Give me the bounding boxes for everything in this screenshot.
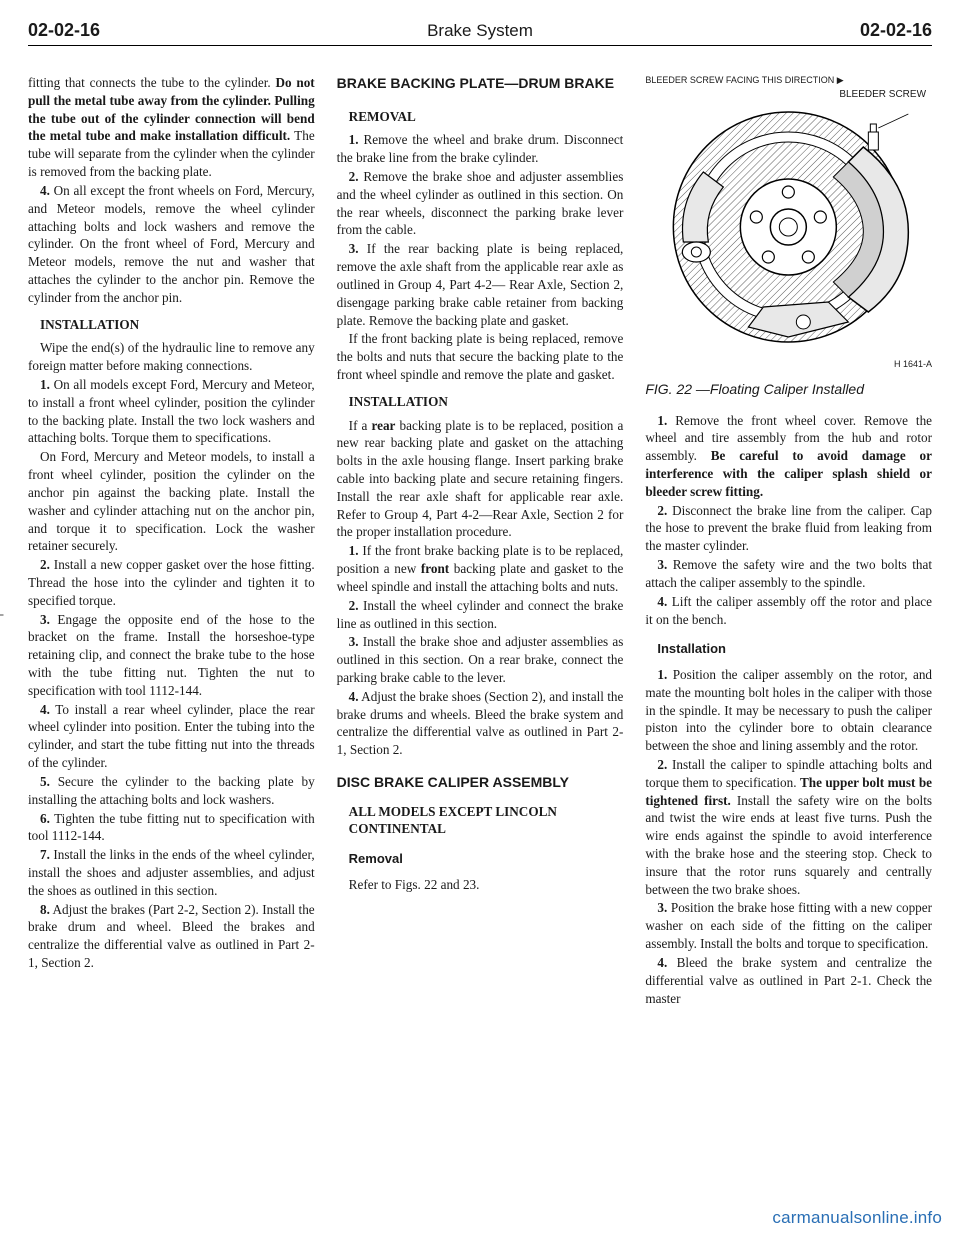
- c2-p6: 1. If the front brake backing plate is t…: [337, 542, 624, 595]
- c3-p5: 1. Position the caliper assembly on the …: [645, 666, 932, 755]
- c2-p7: 2. Install the wheel cylinder and connec…: [337, 597, 624, 633]
- caliper-diagram-icon: [645, 102, 932, 352]
- content-columns: fitting that connects the tube to the cy…: [28, 74, 932, 1008]
- c1-p12: 8. Adjust the brakes (Part 2-2, Section …: [28, 901, 315, 972]
- c3-p7: 3. Position the brake hose fitting with …: [645, 899, 932, 952]
- figure-22: BLEEDER SCREW FACING THIS DIRECTION ▶ BL…: [645, 74, 932, 371]
- column-1: fitting that connects the tube to the cy…: [28, 74, 315, 1008]
- c1-p6: 2. Install a new copper gasket over the …: [28, 556, 315, 609]
- c1-h-installation: INSTALLATION: [40, 316, 315, 334]
- header-left-code: 02-02-16: [28, 20, 100, 41]
- c3-p8: 4. Bleed the brake system and centralize…: [645, 954, 932, 1007]
- watermark-left: procarmanuals.com: [0, 450, 5, 617]
- fig-top-label: BLEEDER SCREW FACING THIS DIRECTION ▶: [645, 74, 932, 86]
- c1-p8: 4. To install a rear wheel cylinder, pla…: [28, 701, 315, 772]
- c3-p6: 2. Install the caliper to spindle attach…: [645, 756, 932, 899]
- c2-p1: 1. Remove the wheel and brake drum. Disc…: [337, 131, 624, 167]
- c2-h-disc-caliper: DISC BRAKE CALIPER ASSEMBLY: [337, 773, 624, 793]
- c2-p9: 4. Adjust the brake shoes (Section 2), a…: [337, 688, 624, 759]
- c1-p2: 4. On all except the front wheels on For…: [28, 182, 315, 307]
- c2-h-all-models: ALL MODELS EXCEPT LINCOLN CONTINENTAL: [349, 803, 624, 839]
- c2-h-backing-plate: BRAKE BACKING PLATE—DRUM BRAKE: [337, 74, 624, 94]
- c2-p4: If the front backing plate is being repl…: [337, 330, 624, 383]
- fig-code: H 1641-A: [645, 358, 932, 370]
- c3-p1: 1. Remove the front wheel cover. Remove …: [645, 412, 932, 501]
- watermark-bottom: carmanualsonline.info: [772, 1208, 942, 1228]
- c1-p10: 6. Tighten the tube fitting nut to speci…: [28, 810, 315, 846]
- c1-p3: Wipe the end(s) of the hydraulic line to…: [28, 339, 315, 375]
- page-header: 02-02-16 Brake System 02-02-16: [28, 20, 932, 46]
- c1-p9: 5. Secure the cylinder to the backing pl…: [28, 773, 315, 809]
- header-center-title: Brake System: [427, 21, 533, 41]
- c2-p10: Refer to Figs. 22 and 23.: [337, 876, 624, 894]
- column-3: BLEEDER SCREW FACING THIS DIRECTION ▶ BL…: [645, 74, 932, 1008]
- c2-p3: 3. If the rear backing plate is being re…: [337, 240, 624, 329]
- column-2: BRAKE BACKING PLATE—DRUM BRAKE REMOVAL 1…: [337, 74, 624, 1008]
- c2-h-installation: INSTALLATION: [349, 393, 624, 411]
- c1-p5: On Ford, Mercury and Meteor models, to i…: [28, 448, 315, 555]
- c1-p1: fitting that connects the tube to the cy…: [28, 74, 315, 181]
- c2-p2: 2. Remove the brake shoe and adjuster as…: [337, 168, 624, 239]
- c2-h-removal: REMOVAL: [349, 108, 624, 126]
- c1-p11: 7. Install the links in the ends of the …: [28, 846, 315, 899]
- fig-bleeder-label: BLEEDER SCREW: [645, 88, 932, 102]
- c3-p4: 4. Lift the caliper assembly off the rot…: [645, 593, 932, 629]
- fig-22-title: FIG. 22 —Floating Caliper Installed: [645, 379, 932, 400]
- c2-p8: 3. Install the brake shoe and adjuster a…: [337, 633, 624, 686]
- c2-h-removal2: Removal: [349, 850, 624, 868]
- c3-p2: 2. Disconnect the brake line from the ca…: [645, 502, 932, 555]
- c3-p3: 3. Remove the safety wire and the two bo…: [645, 556, 932, 592]
- c1-p4: 1. On all models except Ford, Mercury an…: [28, 376, 315, 447]
- c3-h-installation: Installation: [657, 640, 932, 658]
- c1-p7: 3. Engage the opposite end of the hose t…: [28, 611, 315, 700]
- c2-p5: If a rear backing plate is to be replace…: [337, 417, 624, 542]
- header-right-code: 02-02-16: [860, 20, 932, 41]
